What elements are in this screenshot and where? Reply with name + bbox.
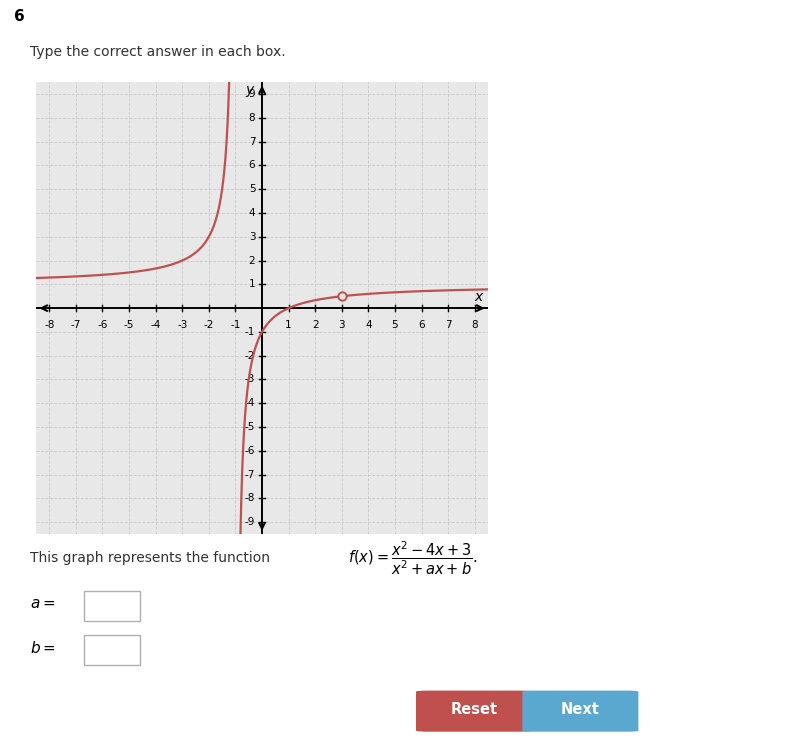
- Text: -9: -9: [245, 517, 255, 527]
- Text: -5: -5: [124, 320, 134, 330]
- Text: -4: -4: [245, 398, 255, 409]
- Text: 2: 2: [249, 255, 255, 266]
- Text: 7: 7: [249, 137, 255, 146]
- Text: -1: -1: [245, 327, 255, 337]
- FancyBboxPatch shape: [416, 690, 532, 732]
- FancyBboxPatch shape: [84, 591, 140, 621]
- Text: 6: 6: [249, 161, 255, 170]
- Text: -6: -6: [98, 320, 108, 330]
- Text: -5: -5: [245, 422, 255, 432]
- Text: Reset: Reset: [450, 702, 498, 717]
- Text: -6: -6: [245, 446, 255, 456]
- Text: 3: 3: [338, 320, 345, 330]
- FancyBboxPatch shape: [84, 636, 140, 666]
- Text: This graph represents the function: This graph represents the function: [30, 551, 270, 565]
- Text: -7: -7: [70, 320, 81, 330]
- Text: 5: 5: [249, 185, 255, 194]
- Text: -8: -8: [245, 494, 255, 503]
- Text: -8: -8: [44, 320, 54, 330]
- Text: x: x: [474, 291, 483, 305]
- Text: 8: 8: [249, 113, 255, 123]
- Text: 6: 6: [418, 320, 425, 330]
- Text: 4: 4: [365, 320, 372, 330]
- Text: -3: -3: [245, 374, 255, 385]
- Text: -7: -7: [245, 470, 255, 480]
- Text: Type the correct answer in each box.: Type the correct answer in each box.: [30, 45, 286, 59]
- Text: 8: 8: [471, 320, 478, 330]
- Text: -2: -2: [204, 320, 214, 330]
- Text: 1: 1: [249, 279, 255, 289]
- Text: -4: -4: [150, 320, 161, 330]
- Text: 7: 7: [445, 320, 451, 330]
- Text: -3: -3: [177, 320, 187, 330]
- Text: 5: 5: [392, 320, 398, 330]
- Text: 1: 1: [286, 320, 292, 330]
- Text: 9: 9: [249, 89, 255, 99]
- FancyBboxPatch shape: [522, 690, 638, 732]
- Text: -1: -1: [230, 320, 241, 330]
- Text: 2: 2: [312, 320, 318, 330]
- Text: 4: 4: [249, 208, 255, 218]
- Text: 6: 6: [14, 9, 25, 25]
- Text: y: y: [246, 84, 254, 98]
- Text: -2: -2: [245, 350, 255, 361]
- Text: $b=$: $b=$: [30, 640, 56, 657]
- Text: $f(x)=\dfrac{x^2-4x+3}{x^2+ax+b}.$: $f(x)=\dfrac{x^2-4x+3}{x^2+ax+b}.$: [348, 539, 478, 577]
- Text: Next: Next: [561, 702, 600, 717]
- Text: 3: 3: [249, 232, 255, 242]
- Text: $a=$: $a=$: [30, 596, 56, 611]
